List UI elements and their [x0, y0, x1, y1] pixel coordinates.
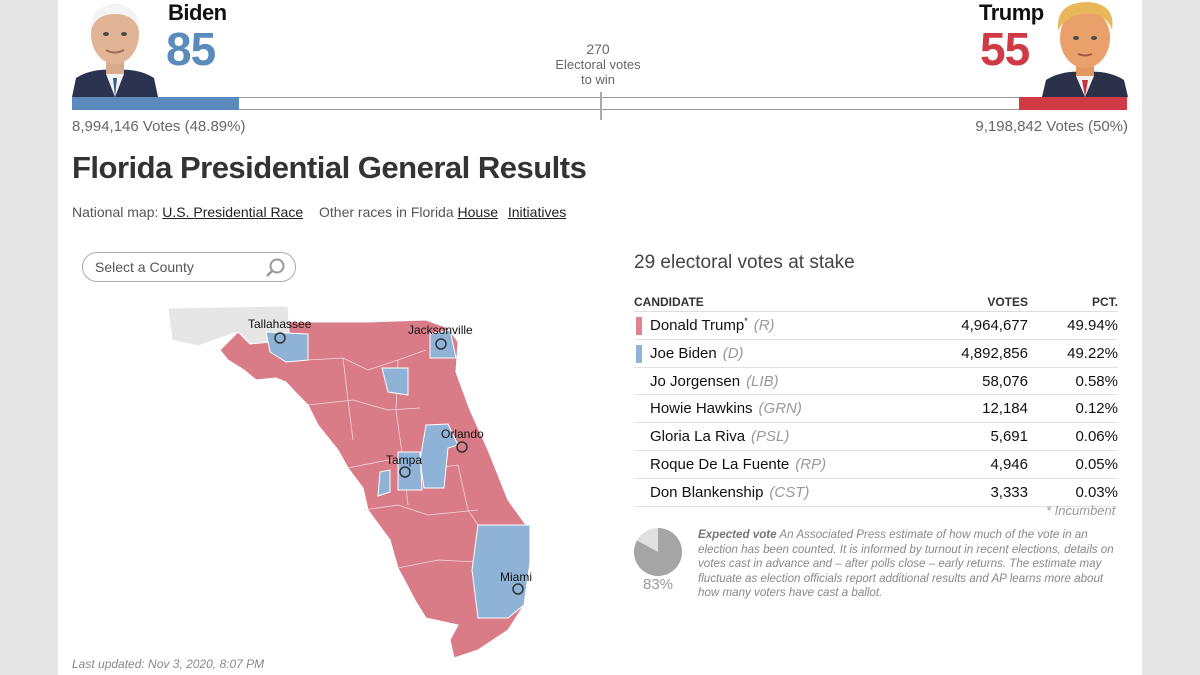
last-updated: Last updated: Nov 3, 2020, 8:07 PM [72, 657, 265, 671]
candidate-party: (RP) [795, 455, 827, 473]
biden-popular-votes: 8,994,146 Votes (48.89%) [72, 118, 246, 135]
candidate-party: (GRN) [758, 400, 802, 418]
candidate-pct: 0.06% [1075, 428, 1118, 446]
candidate-name: Gloria La Riva (PSL) [650, 428, 790, 446]
trump-popular-votes: 9,198,842 Votes (50%) [975, 118, 1128, 135]
city-label-orlando: Orlando [441, 427, 484, 441]
other-races-label: Other races in Florida [319, 204, 454, 220]
expected-vote-pie [633, 527, 683, 577]
party-swatch [636, 317, 642, 335]
candidate-name: Jo Jorgensen (LIB) [650, 372, 779, 390]
biden-portrait [72, 0, 158, 97]
trump-name: Trump [979, 0, 1044, 25]
florida-county-map[interactable]: Tallahassee Jacksonville Orlando Tampa M… [158, 300, 538, 665]
pinellas-county[interactable] [377, 469, 391, 497]
col-header-pct: PCT. [1091, 295, 1118, 309]
trump-electoral-votes: 55 [980, 23, 1030, 75]
trump-portrait [1042, 0, 1128, 97]
results-table-header: CANDIDATE VOTES PCT. [634, 293, 1118, 312]
candidate-votes: 12,184 [982, 400, 1028, 418]
col-header-candidate: CANDIDATE [634, 295, 704, 309]
table-row: Howie Hawkins (GRN) 12,184 0.12% [634, 395, 1118, 424]
party-swatch [636, 344, 642, 363]
candidate-party: (LIB) [746, 372, 779, 390]
city-miami[interactable]: Miami [500, 570, 532, 595]
initiatives-link[interactable]: Initiatives [507, 204, 567, 220]
expected-vote-label: Expected vote [698, 528, 777, 541]
candidate-party: (PSL) [751, 428, 790, 446]
candidate-name: Howie Hawkins (GRN) [650, 400, 802, 418]
county-search[interactable] [82, 252, 296, 282]
table-row: Joe Biden (D) 4,892,856 49.22% [634, 340, 1118, 368]
candidate-pct: 49.94% [1067, 317, 1118, 334]
city-tampa[interactable]: Tampa [386, 453, 422, 478]
table-row: Don Blankenship (CST) 3,333 0.03% [634, 479, 1118, 507]
candidate-party: (D) [722, 344, 744, 362]
electoral-votes-at-stake: 29 electoral votes at stake [634, 252, 855, 273]
to-win-line2: to win [581, 72, 615, 87]
incumbent-note: * Incumbent [1046, 503, 1116, 518]
biden-progress-fill [72, 97, 239, 110]
race-links: National map: U.S. Presidential Race Oth… [72, 204, 572, 220]
page-title: Florida Presidential General Results [72, 150, 587, 185]
candidate-votes: 4,892,856 [961, 344, 1028, 362]
table-row: Roque De La Fuente (RP) 4,946 0.05% [634, 451, 1118, 479]
table-row: Gloria La Riva (PSL) 5,691 0.06% [634, 423, 1118, 451]
county-search-input[interactable] [95, 257, 255, 277]
city-tallahassee[interactable]: Tallahassee [248, 317, 312, 344]
city-label-miami: Miami [500, 570, 532, 584]
florida-republican-counties[interactable] [219, 319, 531, 659]
candidate-votes: 3,333 [990, 483, 1028, 501]
candidate-votes: 58,076 [982, 372, 1028, 390]
table-row: Jo Jorgensen (LIB) 58,076 0.58% [634, 368, 1118, 396]
candidate-name: Don Blankenship (CST) [650, 483, 810, 501]
candidate-votes: 5,691 [990, 428, 1028, 446]
expected-vote-percent: 83% [642, 576, 674, 593]
city-label-tallahassee: Tallahassee [248, 317, 312, 331]
candidate-name: Joe Biden (D) [650, 344, 744, 362]
leon-gadsden-counties[interactable] [265, 331, 309, 363]
expected-vote-description: Expected vote An Associated Press estima… [698, 528, 1118, 601]
city-orlando[interactable]: Orlando [441, 427, 484, 453]
candidate-pct: 0.05% [1075, 455, 1118, 473]
candidate-votes: 4,946 [990, 455, 1028, 473]
electoral-progress-bar [72, 97, 1127, 110]
candidate-pct: 0.03% [1075, 483, 1118, 501]
south-florida-counties[interactable] [471, 524, 531, 619]
candidate-pct: 0.58% [1075, 372, 1118, 390]
results-page: Biden 85 270 Electoral votes to win Trum… [58, 0, 1142, 675]
candidate-party: (CST) [769, 483, 810, 501]
candidate-pct: 0.12% [1075, 400, 1118, 418]
candidate-name: Donald Trump* (R) [650, 316, 775, 334]
to-win-number: 270 [586, 41, 610, 57]
expected-vote-text: An Associated Press estimate of how much… [698, 528, 1114, 600]
us-presidential-race-link[interactable]: U.S. Presidential Race [162, 204, 304, 220]
alachua-county[interactable] [381, 367, 409, 396]
candidate-votes: 4,964,677 [961, 317, 1028, 334]
trump-progress-fill [1019, 97, 1127, 110]
biden-electoral-votes: 85 [166, 23, 216, 75]
city-label-tampa: Tampa [386, 453, 422, 467]
to-win-line1: Electoral votes [555, 57, 641, 72]
candidate-name: Roque De La Fuente (RP) [650, 455, 827, 473]
city-label-jacksonville: Jacksonville [408, 323, 473, 337]
table-row: Donald Trump* (R) 4,964,677 49.94% [634, 312, 1118, 340]
col-header-votes: VOTES [987, 295, 1028, 309]
candidate-party: (R) [753, 317, 775, 334]
to-win-marker [600, 92, 602, 120]
city-jacksonville[interactable]: Jacksonville [408, 323, 473, 350]
search-icon[interactable] [265, 257, 287, 279]
electoral-votes-to-win: 270 Electoral votes to win [528, 41, 668, 88]
duval-county[interactable] [429, 329, 457, 359]
biden-name: Biden [168, 0, 227, 25]
national-map-label: National map: [72, 204, 159, 220]
house-link[interactable]: House [457, 204, 498, 220]
candidate-pct: 49.22% [1067, 344, 1118, 362]
results-table: CANDIDATE VOTES PCT. Donald Trump* (R) 4,9… [634, 293, 1118, 507]
